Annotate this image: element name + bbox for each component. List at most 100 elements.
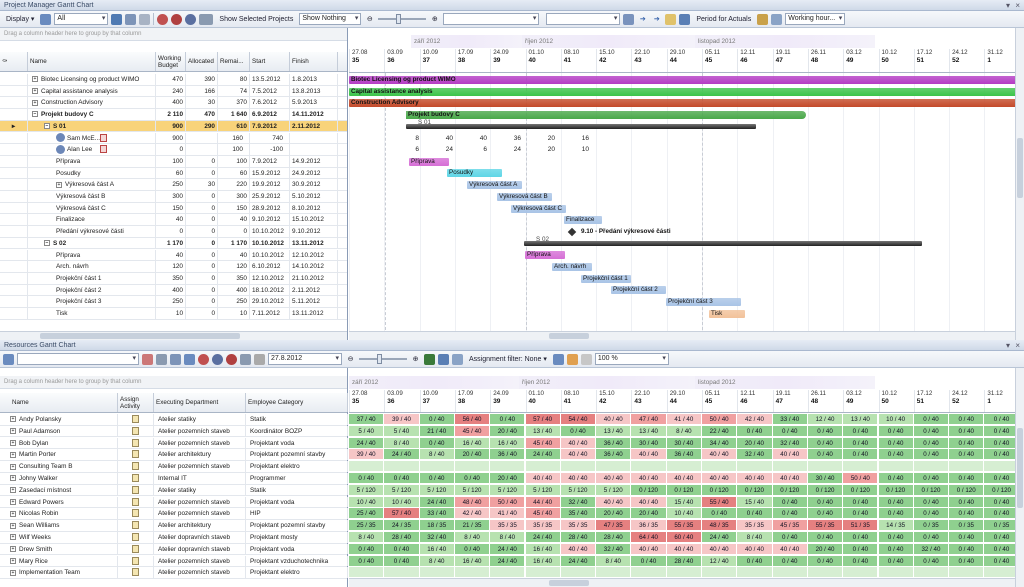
row-selector[interactable] [0, 202, 28, 214]
baseline-select[interactable] [546, 13, 621, 25]
col-start[interactable]: Start [250, 52, 290, 71]
load-cell[interactable] [525, 461, 561, 473]
load-cell[interactable]: 28 / 40 [384, 532, 420, 543]
load-cell[interactable]: 40 / 40 [772, 473, 808, 484]
attach-icon[interactable]: ⚰ [0, 52, 28, 71]
row-selector[interactable] [0, 109, 28, 120]
task-row[interactable]: Předání výkresové části 0 0 0 10.10.2012 9.10… [0, 226, 347, 238]
load-cell[interactable] [454, 461, 491, 473]
scroll-thumb[interactable] [1017, 428, 1023, 508]
period-icon[interactable] [679, 13, 691, 25]
grid-icon[interactable] [40, 13, 52, 25]
expand-icon[interactable]: + [10, 510, 16, 517]
resource-row[interactable]: + Drew Smith Atelier dopravních staveb Proj… [0, 543, 348, 556]
load-cell[interactable]: 24 / 40 [349, 437, 385, 449]
load-cell[interactable]: 0 / 40 [949, 449, 985, 461]
load-cell[interactable]: 24 / 40 [419, 496, 455, 508]
load-cell[interactable]: 40 / 40 [631, 449, 667, 461]
load-cell[interactable]: 8 / 40 [419, 449, 455, 461]
load-cell[interactable]: 39 / 40 [349, 449, 385, 461]
load-cell[interactable]: 40 / 40 [772, 543, 808, 555]
load-cell[interactable]: 0 / 40 [878, 543, 914, 555]
period-for-actuals-button[interactable]: Period for Actuals [696, 15, 752, 23]
task-row[interactable]: Tisk 10 0 10 7.11.2012 13.11.2012 [0, 308, 347, 320]
load-cell[interactable] [490, 461, 526, 473]
row-selector[interactable] [0, 74, 28, 85]
user-blue-icon[interactable] [185, 13, 197, 25]
pm-grid-hscroll[interactable] [0, 331, 347, 340]
resource-icon[interactable] [142, 353, 153, 365]
resource-row[interactable]: + Mary Rice Atelier pozemních staveb Projek… [0, 555, 348, 568]
date-select[interactable]: 27.8.2012 [268, 353, 342, 365]
resource-row[interactable]: + Johny Walker Internal IT Programmer [0, 473, 348, 485]
load-cell[interactable] [878, 461, 914, 473]
resource-row[interactable]: + Paul Adamson Atelier pozemních staveb Koo… [0, 425, 348, 438]
task-row[interactable]: Arch. návrh 120 0 120 6.10.2012 14.10.2012 [0, 261, 347, 273]
pin-icon[interactable]: ▾ [1005, 341, 1010, 350]
scroll-thumb[interactable] [1017, 138, 1023, 198]
load-cell[interactable]: 0 / 40 [913, 532, 950, 543]
col-executing-department[interactable]: Executing Department [154, 393, 246, 412]
load-cell[interactable]: 25 / 35 [349, 520, 385, 532]
load-cell[interactable] [737, 461, 773, 473]
load-cell[interactable]: 5 / 120 [419, 484, 455, 496]
close-icon[interactable]: × [1015, 1, 1020, 10]
col-name[interactable]: Name [28, 52, 156, 71]
load-cell[interactable]: 32 / 40 [737, 449, 773, 461]
like-icon[interactable] [566, 353, 578, 365]
load-cell[interactable]: 16 / 40 [454, 437, 491, 449]
load-cell[interactable]: 24 / 40 [490, 555, 526, 567]
zoom-out-icon[interactable]: ⊖ [347, 356, 354, 363]
load-cell[interactable]: 21 / 40 [419, 425, 455, 437]
assign-activity-icon[interactable] [132, 568, 139, 577]
load-cell[interactable]: 8 / 40 [454, 532, 491, 543]
assign-activity-cell[interactable] [118, 543, 154, 555]
load-cell[interactable]: 30 / 40 [807, 473, 844, 484]
load-cell[interactable]: 0 / 40 [454, 473, 491, 484]
load-cell[interactable]: 10 / 40 [384, 496, 420, 508]
assign-activity-icon[interactable] [132, 533, 139, 541]
load-cell[interactable]: 0 / 40 [772, 496, 808, 508]
assign-activity-cell[interactable] [118, 496, 154, 508]
load-cell[interactable]: 0 / 40 [843, 543, 879, 555]
load-cell[interactable]: 16 / 40 [454, 555, 491, 567]
load-cell[interactable]: 12 / 40 [702, 555, 738, 567]
load-cell[interactable]: 56 / 40 [454, 414, 491, 425]
assign-activity-cell[interactable] [118, 414, 154, 425]
load-cell[interactable]: 0 / 40 [913, 425, 950, 437]
refresh-icon[interactable] [184, 353, 195, 365]
row-selector[interactable] [0, 132, 28, 144]
load-cell[interactable]: 0 / 120 [666, 484, 702, 496]
col-remaining[interactable]: Remai... [218, 52, 250, 71]
expand-icon[interactable]: + [10, 546, 16, 553]
load-cell[interactable]: 10 / 40 [666, 508, 702, 520]
load-cell[interactable]: 40 / 40 [560, 449, 597, 461]
task-row[interactable]: Sam McE... 900 160 740 [0, 132, 347, 145]
assign-activity-cell[interactable] [118, 461, 154, 472]
load-cell[interactable]: 0 / 40 [913, 414, 950, 425]
resource-row[interactable]: + Nicolas Robin Atelier pozemních staveb HI… [0, 508, 348, 521]
assign-activity-icon[interactable] [132, 521, 139, 530]
load-cell[interactable]: 40 / 40 [560, 473, 597, 484]
load-cell[interactable]: 0 / 40 [737, 555, 773, 567]
load-cell[interactable]: 40 / 40 [702, 449, 738, 461]
load-cell[interactable] [702, 567, 738, 579]
load-cell[interactable]: 39 / 40 [384, 414, 420, 425]
resource-row[interactable]: + Zasedací místnost Atelier statiky Statik [0, 484, 348, 497]
task-row[interactable]: Příprava 100 0 100 7.9.2012 14.9.2012 [0, 155, 347, 168]
expand-icon[interactable]: + [10, 439, 16, 446]
row-selector[interactable] [0, 214, 28, 226]
load-cell[interactable]: 13 / 40 [843, 414, 879, 425]
load-cell[interactable]: 32 / 40 [560, 496, 597, 508]
load-cell[interactable]: 0 / 40 [454, 543, 491, 555]
user-assign-icon[interactable] [226, 353, 237, 365]
zoom-slider-knob[interactable] [377, 354, 382, 364]
load-cell[interactable]: 40 / 40 [702, 543, 738, 555]
period-select[interactable] [443, 13, 540, 25]
project-filter-select[interactable]: All [54, 13, 109, 25]
task-row[interactable]: Alan Lee 0 100 -100 [0, 144, 347, 156]
load-cell[interactable]: 5 / 120 [349, 484, 385, 496]
load-cell[interactable]: 8 / 40 [419, 555, 455, 567]
load-cell[interactable] [807, 567, 844, 579]
